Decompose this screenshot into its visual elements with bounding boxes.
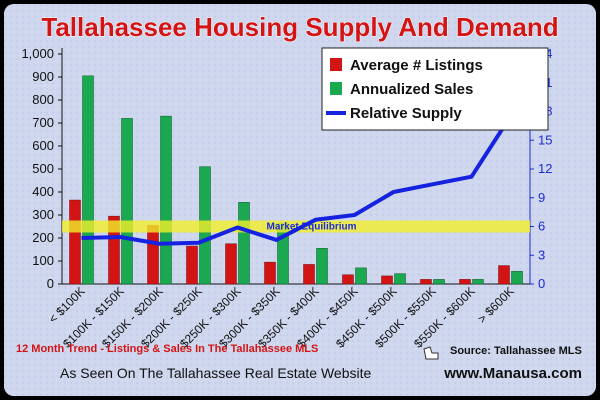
bar-listings xyxy=(420,279,432,285)
bar-listings xyxy=(498,265,510,285)
left-tick-label: 100 xyxy=(32,253,54,268)
bar-sales xyxy=(511,271,523,285)
legend-label-listings: Average # Listings xyxy=(350,57,483,74)
legend-box xyxy=(321,47,549,131)
bar-listings xyxy=(186,245,198,285)
relative-supply-polyline xyxy=(81,115,513,246)
housing-chart: Tallahassee Housing Supply And Demand 0 1… xyxy=(4,4,596,396)
bar-listings xyxy=(459,279,471,285)
chart-panel: Tallahassee Housing Supply And Demand 0 1… xyxy=(4,4,596,396)
relative-supply-line xyxy=(81,115,513,246)
chart-title: Tallahassee Housing Supply And Demand xyxy=(41,12,558,42)
right-tick-label: 12 xyxy=(538,161,552,176)
bar-sales xyxy=(433,279,445,285)
left-tick-label: 0 xyxy=(47,276,54,291)
right-tick-label: 3 xyxy=(538,247,545,262)
legend: Average # Listings Annualized Sales Rela… xyxy=(321,47,549,131)
legend-swatch-sales xyxy=(330,82,342,95)
left-tick-label: 1,000 xyxy=(21,46,54,61)
bar-sales xyxy=(472,279,484,285)
left-tick-label: 300 xyxy=(32,207,54,222)
bar-listings xyxy=(342,274,354,285)
footer-site-text: As Seen On The Tallahassee Real Estate W… xyxy=(60,365,372,381)
bar-sales xyxy=(82,75,94,285)
bar-listings xyxy=(381,275,393,285)
bar-listings xyxy=(264,261,276,285)
bar-sales xyxy=(355,267,367,285)
legend-swatch-listings xyxy=(330,58,342,71)
bar-sales xyxy=(160,115,172,285)
right-tick-label: 15 xyxy=(538,132,552,147)
equilibrium-band-rect xyxy=(62,220,530,233)
bar-sales xyxy=(394,273,406,285)
left-tick-label: 800 xyxy=(32,92,54,107)
equilibrium-band: Market Equilibrium xyxy=(62,220,530,233)
right-tick-label: 6 xyxy=(538,219,545,234)
left-tick-label: 200 xyxy=(32,230,54,245)
equilibrium-label: Market Equilibrium xyxy=(267,222,357,233)
left-tick-label: 900 xyxy=(32,69,54,84)
bar-listings xyxy=(108,215,120,285)
bar-sales xyxy=(238,202,250,285)
bar-sales xyxy=(121,118,133,285)
bar-sales xyxy=(316,248,328,285)
subtitle-note: 12 Month Trend - Listings & Sales In The… xyxy=(16,343,318,355)
source-note: Source: Tallahassee MLS xyxy=(450,345,582,357)
left-tick-label: 400 xyxy=(32,184,54,199)
bar-listings xyxy=(303,264,315,285)
footer-url[interactable]: www.Manausa.com xyxy=(443,365,582,382)
legend-label-supply: Relative Supply xyxy=(350,105,462,122)
pointing-hand-icon xyxy=(423,346,439,360)
left-tick-label: 500 xyxy=(32,161,54,176)
bar-listings xyxy=(147,225,159,285)
bar-listings xyxy=(225,243,237,285)
right-tick-label: 9 xyxy=(538,190,545,205)
right-tick-label: 0 xyxy=(538,276,545,291)
bar-listings xyxy=(69,199,81,285)
left-tick-label: 700 xyxy=(32,115,54,130)
legend-label-sales: Annualized Sales xyxy=(350,81,473,98)
left-tick-label: 600 xyxy=(32,138,54,153)
